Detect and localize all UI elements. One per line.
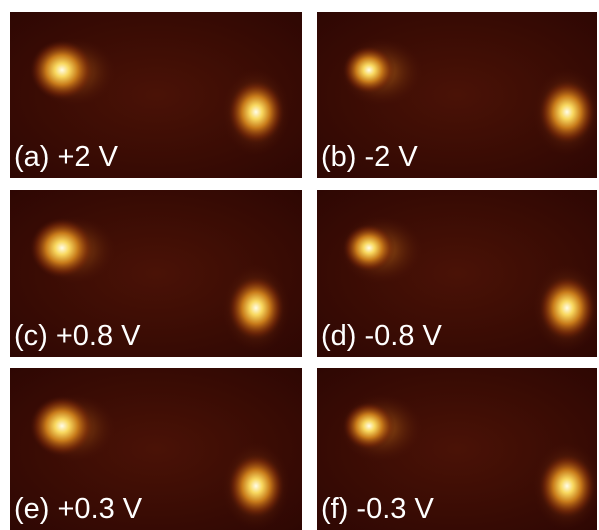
image-panel: (e) +0.3 V (10, 368, 302, 530)
blob (228, 454, 284, 518)
blob (539, 80, 595, 144)
figure: (a) +2 V (b) -2 V (c) +0.8 V (d) -0.8 V (e) … (0, 0, 599, 530)
image-panel: (f) -0.3 V (317, 368, 599, 530)
panel-label: (d) -0.8 V (321, 320, 443, 352)
blob (539, 454, 595, 518)
blob (228, 80, 284, 144)
panel-label: (c) +0.8 V (14, 320, 141, 352)
panel-label: (f) -0.3 V (321, 493, 434, 525)
blob (30, 40, 94, 100)
image-panel: (b) -2 V (317, 12, 599, 178)
blob (30, 396, 94, 456)
blob (539, 276, 595, 340)
panel-label: (a) +2 V (14, 141, 119, 173)
panel-label: (b) -2 V (321, 141, 418, 173)
blob (30, 218, 94, 278)
image-panel: (c) +0.8 V (10, 190, 302, 357)
image-panel: (a) +2 V (10, 12, 302, 178)
blob (343, 46, 395, 94)
panel-label: (e) +0.3 V (14, 493, 143, 525)
blob (343, 224, 395, 272)
blob (343, 402, 395, 450)
image-panel: (d) -0.8 V (317, 190, 599, 357)
blob (228, 276, 284, 340)
